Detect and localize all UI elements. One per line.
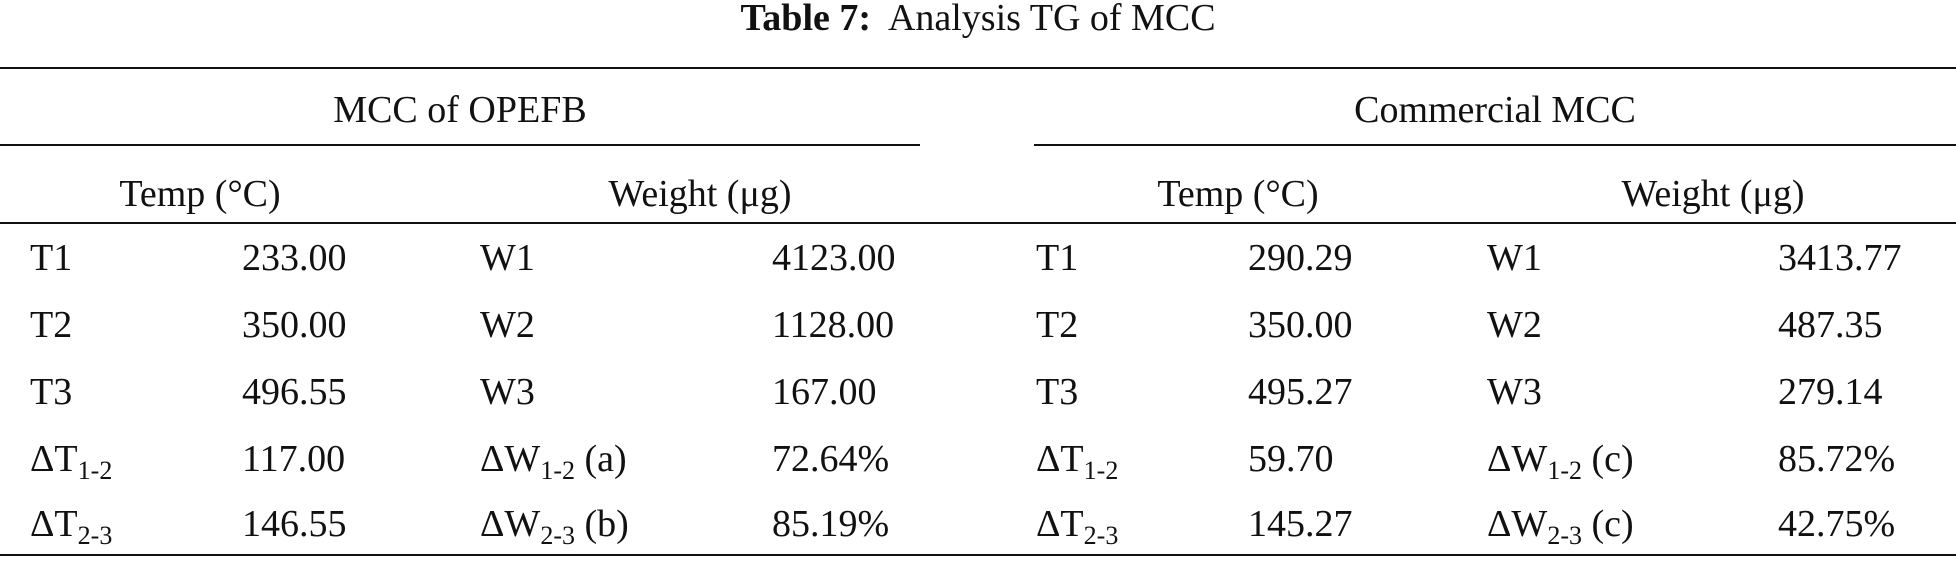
- row-temp-value-commercial: 290.29: [1248, 237, 1353, 279]
- row-temp-value-opefb: 146.55: [242, 503, 347, 545]
- label-base: ΔW: [480, 503, 541, 545]
- table-caption: Table 7: Analysis TG of MCC: [0, 0, 1956, 40]
- row-temp-label-commercial: T3: [1036, 370, 1078, 414]
- label-base: ΔW: [1487, 438, 1548, 480]
- row-weight-label-opefb: ΔW2-3 (b): [480, 502, 629, 549]
- label-suffix: (c): [1581, 503, 1634, 545]
- row-weight-value-opefb: 4123.00: [772, 237, 896, 279]
- label-suffix: (c): [1581, 438, 1634, 480]
- label-subscript: 1-2: [1547, 456, 1582, 485]
- row-temp-label-opefb: T2: [30, 303, 72, 347]
- row-temp-value-commercial: 59.70: [1248, 438, 1334, 480]
- table-title: Analysis TG of MCC: [887, 0, 1216, 39]
- row-weight-label-opefb: W2: [480, 303, 535, 347]
- label-base: ΔT: [30, 438, 78, 480]
- row-weight-label-opefb: ΔW1-2 (a): [480, 437, 627, 484]
- row-temp-value-opefb: 496.55: [242, 371, 347, 413]
- row-temp-label-opefb: T1: [30, 236, 72, 280]
- row-temp-value-commercial: 495.27: [1248, 371, 1353, 413]
- label-base: T2: [1036, 304, 1079, 346]
- top-rule: [0, 67, 1956, 69]
- label-subscript: 1-2: [1083, 456, 1119, 485]
- subheader-weight-opefb: Weight (μg): [608, 173, 792, 215]
- label-suffix: (a): [574, 438, 627, 480]
- row-temp-value-opefb: 350.00: [242, 304, 347, 346]
- row-weight-label-opefb: W3: [480, 370, 535, 414]
- label-subscript: 1-2: [540, 456, 575, 485]
- row-temp-label-commercial: T1: [1036, 236, 1078, 280]
- row-weight-value-commercial: 42.75%: [1778, 503, 1896, 545]
- row-weight-label-commercial: ΔW1-2 (c): [1487, 437, 1634, 484]
- bottom-rule: [0, 554, 1956, 556]
- row-weight-value-opefb: 167.00: [772, 371, 877, 413]
- label-subscript: 2-3: [540, 521, 575, 550]
- label-base: T1: [1036, 237, 1079, 279]
- row-temp-label-opefb: T3: [30, 370, 72, 414]
- label-base: T3: [30, 371, 73, 413]
- label-base: W1: [1487, 237, 1542, 279]
- row-temp-label-opefb: ΔT1-2: [30, 437, 112, 484]
- label-subscript: 2-3: [77, 521, 113, 550]
- row-weight-value-commercial: 487.35: [1778, 304, 1883, 346]
- row-weight-value-commercial: 3413.77: [1778, 237, 1902, 279]
- label-base: ΔT: [1036, 438, 1084, 480]
- row-temp-value-commercial: 350.00: [1248, 304, 1353, 346]
- label-subscript: 2-3: [1083, 521, 1119, 550]
- subheader-weight-commercial: Weight (μg): [1621, 173, 1805, 215]
- label-base: T2: [30, 304, 73, 346]
- table-number: Table 7:: [740, 0, 872, 39]
- label-base: ΔW: [1487, 503, 1548, 545]
- group-header-opefb: MCC of OPEFB: [333, 89, 587, 131]
- row-weight-label-commercial: W1: [1487, 236, 1542, 280]
- label-base: W3: [480, 371, 535, 413]
- row-temp-label-opefb: ΔT2-3: [30, 502, 112, 549]
- group-rule-opefb: [0, 144, 920, 146]
- row-weight-value-commercial: 279.14: [1778, 371, 1883, 413]
- row-temp-value-opefb: 117.00: [242, 438, 346, 480]
- group-header-commercial: Commercial MCC: [1354, 89, 1636, 131]
- header-rule: [0, 222, 1956, 224]
- row-temp-label-commercial: ΔT1-2: [1036, 437, 1118, 484]
- row-weight-label-opefb: W1: [480, 236, 535, 280]
- row-temp-value-commercial: 145.27: [1248, 503, 1353, 545]
- label-base: T3: [1036, 371, 1079, 413]
- row-temp-label-commercial: ΔT2-3: [1036, 502, 1118, 549]
- row-temp-label-commercial: T2: [1036, 303, 1078, 347]
- label-base: W3: [1487, 371, 1542, 413]
- row-weight-value-opefb: 72.64%: [772, 438, 890, 480]
- label-base: ΔT: [1036, 503, 1084, 545]
- label-subscript: 2-3: [1547, 521, 1582, 550]
- row-weight-value-opefb: 85.19%: [772, 503, 890, 545]
- row-weight-label-commercial: ΔW2-3 (c): [1487, 502, 1634, 549]
- row-temp-value-opefb: 233.00: [242, 237, 347, 279]
- row-weight-label-commercial: W2: [1487, 303, 1542, 347]
- label-suffix: (b): [574, 503, 629, 545]
- subheader-temp-opefb: Temp (°C): [119, 173, 281, 215]
- subheader-temp-commercial: Temp (°C): [1157, 173, 1319, 215]
- group-rule-commercial: [1034, 144, 1956, 146]
- row-weight-value-commercial: 85.72%: [1778, 438, 1896, 480]
- label-base: W2: [480, 304, 535, 346]
- label-base: T1: [30, 237, 73, 279]
- row-weight-label-commercial: W3: [1487, 370, 1542, 414]
- row-weight-value-opefb: 1128.00: [772, 304, 895, 346]
- label-base: ΔT: [30, 503, 78, 545]
- label-subscript: 1-2: [77, 456, 113, 485]
- label-base: W2: [1487, 304, 1542, 346]
- label-base: W1: [480, 237, 535, 279]
- label-base: ΔW: [480, 438, 541, 480]
